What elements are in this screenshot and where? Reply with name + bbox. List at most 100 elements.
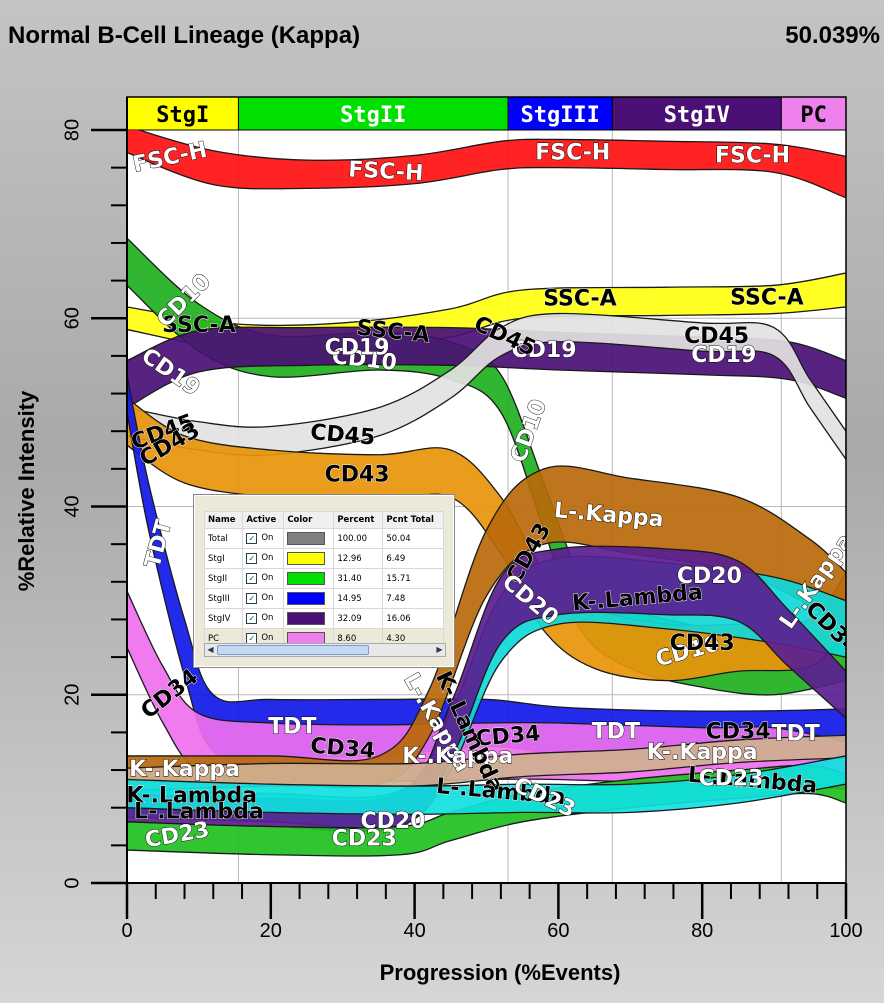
band-label-cd45: CD45: [684, 324, 749, 349]
legend-row[interactable]: Total ✓ On 100.00 50.04: [203, 528, 444, 549]
color-swatch[interactable]: [287, 572, 326, 585]
stage-label-pc: PC: [800, 103, 827, 128]
x-tick-label: 60: [547, 920, 569, 942]
active-label: On: [261, 613, 274, 623]
band-label-ssc-a: SSC-A: [543, 286, 617, 311]
legend-stage-name: Total: [203, 528, 244, 549]
band-label-cd43: CD43: [670, 631, 735, 656]
y-tick-label: 40: [61, 495, 83, 517]
active-checkbox[interactable]: ✓: [246, 593, 258, 604]
active-checkbox[interactable]: ✓: [246, 573, 258, 584]
x-tick-label: 80: [691, 920, 713, 942]
active-checkbox[interactable]: ✓: [246, 533, 258, 544]
stage-stgiv: [611, 96, 782, 131]
y-tick-label: 80: [61, 119, 83, 141]
y-tick-label: 20: [61, 684, 83, 706]
legend-pcnt-total: 15.71: [382, 568, 444, 589]
legend-col-pcnt-total[interactable]: Pcnt Total: [382, 511, 444, 529]
band-label-fsc-h: FSC-H: [535, 141, 610, 166]
series-bands: [127, 130, 846, 857]
band-cd45: [127, 312, 846, 461]
legend-pcnt-total: 50.04: [382, 528, 444, 549]
scroll-right-icon[interactable]: ▶: [436, 645, 443, 654]
legend-pcnt-total: 16.06: [382, 608, 444, 629]
band-label-ssc-a: SSC-A: [730, 285, 804, 310]
stage-stgii: [237, 96, 509, 131]
band-label-cd20: CD20: [677, 564, 742, 589]
color-swatch[interactable]: [287, 552, 326, 565]
legend-pcnt-total: 6.49: [382, 548, 444, 569]
legend-col-name[interactable]: Name: [203, 511, 244, 529]
band-label-cd34: CD34: [706, 719, 771, 744]
legend-body: Total ✓ On 100.00 50.04 StgI ✓ On 12.96 6.49 StgII…: [203, 528, 444, 649]
legend-active-cell: ✓ On: [242, 548, 285, 569]
band-label-k-kappa: K-.Kappa: [647, 740, 758, 765]
band-label-k-kappa: K-.Kappa: [402, 744, 513, 769]
x-tick-label: 20: [260, 920, 282, 942]
x-tick-label: 100: [829, 920, 862, 942]
stage-stgi: [126, 96, 239, 131]
legend-row[interactable]: StgII ✓ On 31.40 15.71: [203, 568, 444, 589]
band-label-cd45: CD45: [309, 420, 376, 451]
band-label-cd23: CD23: [698, 766, 763, 791]
legend-percent: 32.09: [333, 608, 384, 629]
band-l-lambda: [127, 755, 846, 815]
scroll-thumb[interactable]: [217, 645, 369, 655]
active-checkbox[interactable]: ✓: [246, 613, 258, 624]
color-swatch[interactable]: [287, 612, 326, 625]
active-label: On: [261, 573, 274, 583]
band-label-cd20: CD20: [361, 809, 426, 834]
stage-legend-panel[interactable]: Name Active Color Percent Pcnt Total Total ✓ O…: [193, 494, 455, 668]
legend-active-cell: ✓ On: [242, 568, 285, 589]
active-label: On: [261, 553, 274, 563]
stage-label-stgiii: StgIII: [520, 103, 599, 128]
legend-percent: 31.40: [333, 568, 384, 589]
legend-row[interactable]: StgIII ✓ On 14.95 7.48: [203, 588, 444, 609]
x-axis-title: Progression (%Events): [379, 960, 621, 985]
band-label-cd43: CD43: [325, 462, 390, 487]
legend-col-color[interactable]: Color: [283, 511, 335, 529]
legend-active-cell: ✓ On: [242, 588, 285, 609]
band-label-tdt: TDT: [772, 721, 820, 746]
legend-col-active[interactable]: Active: [242, 511, 285, 529]
legend-color-cell: [283, 528, 335, 549]
active-checkbox[interactable]: ✓: [246, 553, 258, 564]
band-label-l-lambda: L-.Lambda: [134, 799, 264, 824]
stage-legend-table: Name Active Color Percent Pcnt Total Total ✓ O…: [203, 511, 444, 649]
band-label-tdt: TDT: [592, 719, 640, 744]
band-label-cd10: CD10: [331, 344, 398, 376]
legend-percent: 100.00: [333, 528, 384, 549]
color-swatch[interactable]: [287, 532, 326, 545]
band-label-cd23: CD23: [332, 827, 397, 852]
y-axis-title: %Relative Intensity: [14, 390, 39, 592]
legend-col-percent[interactable]: Percent: [333, 511, 384, 529]
gate-percent: 50.039%: [785, 22, 880, 49]
legend-stage-name: StgII: [203, 568, 244, 589]
legend-pcnt-total: 7.48: [382, 588, 444, 609]
legend-horizontal-scrollbar[interactable]: ◀ ▶: [204, 643, 446, 657]
band-label-fsc-h: FSC-H: [715, 143, 790, 168]
legend-header-row: Name Active Color Percent Pcnt Total: [203, 511, 444, 529]
y-tick-label: 60: [61, 307, 83, 329]
scroll-left-icon[interactable]: ◀: [207, 645, 214, 654]
band-label-cd19: CD19: [325, 335, 390, 360]
band-label-cd19: CD19: [512, 338, 577, 363]
legend-row[interactable]: StgIV ✓ On 32.09 16.06: [203, 608, 444, 629]
color-swatch[interactable]: [287, 592, 326, 605]
band-label-k-kappa: K-.Kappa: [129, 757, 240, 782]
stage-pc: [780, 96, 847, 131]
active-label: On: [261, 633, 274, 643]
stage-bar: StgI StgII StgIII StgIV PC: [126, 96, 847, 131]
band-label-ssc-a: SSC-A: [162, 313, 236, 338]
legend-color-cell: [283, 588, 335, 609]
legend-row[interactable]: StgI ✓ On 12.96 6.49: [203, 548, 444, 569]
x-tick-label: 0: [121, 920, 132, 942]
chart-title: Normal B-Cell Lineage (Kappa): [8, 22, 361, 49]
active-label: On: [261, 593, 274, 603]
stage-label-stgii: StgII: [340, 103, 406, 128]
band-label-cd19: CD19: [691, 343, 756, 368]
band-label-fsc-h: FSC-H: [348, 157, 424, 186]
band-label-k-lambda: K-.Lambda: [126, 783, 257, 808]
stage-label-stgiv: StgIV: [664, 103, 730, 128]
